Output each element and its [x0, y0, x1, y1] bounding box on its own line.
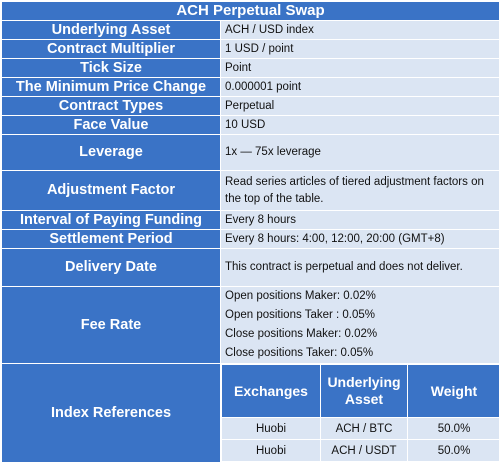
adjustment-factor-label: Adjustment Factor [2, 171, 221, 211]
index-references-table: Exchanges Underlying Asset Weight Huobi … [221, 364, 500, 462]
leverage-label: Leverage [2, 135, 221, 171]
funding-interval-label: Interval of Paying Funding [2, 211, 221, 230]
delivery-date-label: Delivery Date [2, 249, 221, 287]
index-references-label: Index References [2, 364, 221, 463]
tick-size-label: Tick Size [2, 59, 221, 78]
header-underlying-asset: Underlying Asset [321, 365, 408, 418]
table-row: Huobi ACH / USDT 50.0% [222, 440, 500, 462]
index-references-value: Exchanges Underlying Asset Weight Huobi … [221, 364, 500, 463]
table-title: ACH Perpetual Swap [2, 2, 500, 21]
fee-close-taker: Close positions Taker: 0.05% [225, 344, 499, 363]
exchange-cell: Huobi [222, 440, 321, 462]
fee-close-maker: Close positions Maker: 0.02% [225, 325, 499, 344]
minimum-price-change-label: The Minimum Price Change [2, 78, 221, 97]
fee-open-maker: Open positions Maker: 0.02% [225, 287, 499, 306]
weight-cell: 50.0% [408, 440, 500, 462]
underlying-asset-label: Underlying Asset [2, 21, 221, 40]
minimum-price-change-value: 0.000001 point [221, 78, 500, 97]
face-value-value: 10 USD [221, 116, 500, 135]
funding-interval-value: Every 8 hours [221, 211, 500, 230]
adjustment-factor-value: Read series articles of tiered adjustmen… [221, 171, 500, 211]
settlement-period-value: Every 8 hours: 4:00, 12:00, 20:00 (GMT+8… [221, 230, 500, 249]
contract-types-label: Contract Types [2, 97, 221, 116]
asset-cell: ACH / USDT [321, 440, 408, 462]
contract-multiplier-value: 1 USD / point [221, 40, 500, 59]
table-row: Huobi ACH / BTC 50.0% [222, 418, 500, 440]
asset-cell: ACH / BTC [321, 418, 408, 440]
header-exchanges: Exchanges [222, 365, 321, 418]
exchange-cell: Huobi [222, 418, 321, 440]
fee-open-taker: Open positions Taker : 0.05% [225, 306, 499, 325]
header-weight: Weight [408, 365, 500, 418]
contract-multiplier-label: Contract Multiplier [2, 40, 221, 59]
weight-cell: 50.0% [408, 418, 500, 440]
delivery-date-value: This contract is perpetual and does not … [221, 249, 500, 287]
underlying-asset-value: ACH / USD index [221, 21, 500, 40]
settlement-period-label: Settlement Period [2, 230, 221, 249]
face-value-label: Face Value [2, 116, 221, 135]
fee-rate-label: Fee Rate [2, 287, 221, 364]
fee-rate-value: Open positions Maker: 0.02% Open positio… [221, 287, 500, 364]
leverage-value: 1x — 75x leverage [221, 135, 500, 171]
contract-types-value: Perpetual [221, 97, 500, 116]
tick-size-value: Point [221, 59, 500, 78]
